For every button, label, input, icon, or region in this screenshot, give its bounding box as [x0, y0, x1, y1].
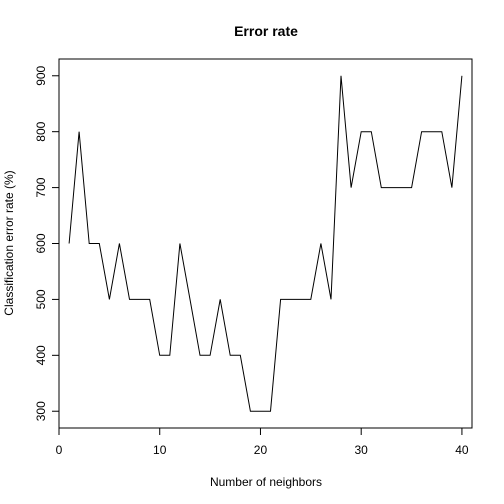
chart-title: Error rate — [234, 23, 298, 39]
x-tick-label: 20 — [254, 443, 268, 457]
y-axis-label: Classification error rate (%) — [2, 170, 16, 315]
y-tick-label: 300 — [34, 401, 48, 421]
y-tick-label: 900 — [34, 65, 48, 85]
y-tick-label: 500 — [34, 289, 48, 309]
x-axis: 0 10 20 30 40 — [56, 427, 469, 457]
y-tick-label: 600 — [34, 233, 48, 253]
plot-frame — [58, 58, 473, 429]
y-tick-label: 800 — [34, 121, 48, 141]
x-tick-label: 0 — [56, 443, 63, 457]
x-tick-label: 30 — [355, 443, 369, 457]
x-axis-label: Number of neighbors — [210, 475, 322, 489]
y-tick-label: 700 — [34, 177, 48, 197]
x-tick-label: 40 — [455, 443, 469, 457]
y-tick-label: 400 — [34, 345, 48, 365]
error-rate-line — [68, 75, 463, 412]
y-axis: 300 400 500 600 700 800 900 — [34, 65, 60, 421]
x-tick-label: 10 — [153, 443, 167, 457]
